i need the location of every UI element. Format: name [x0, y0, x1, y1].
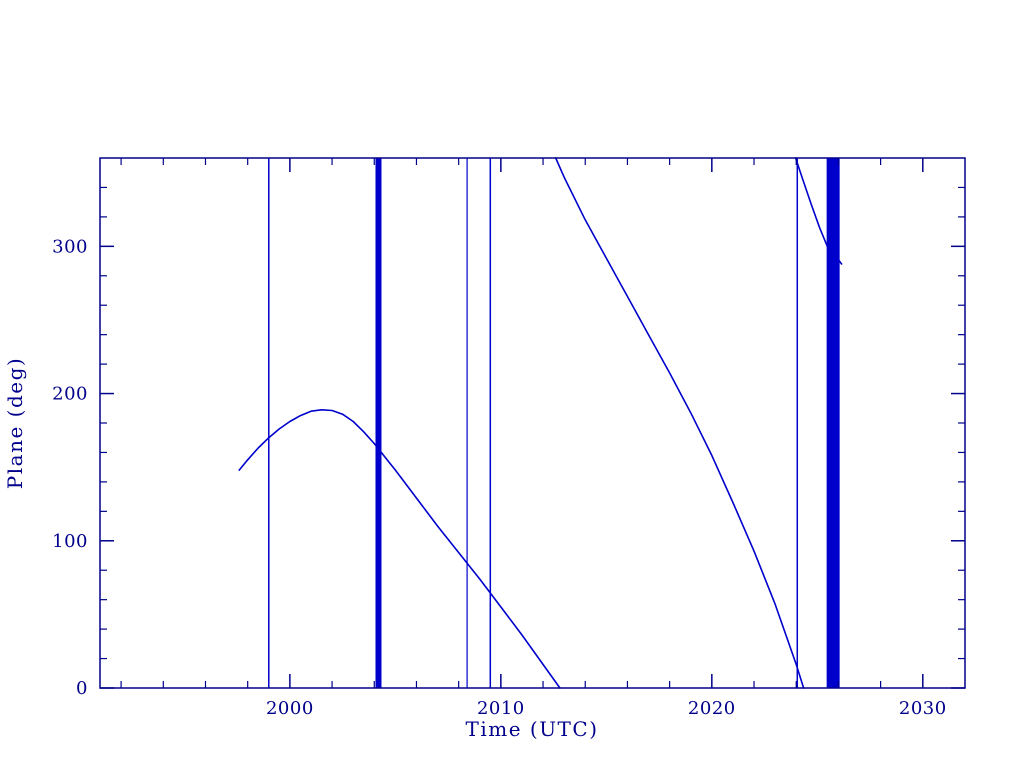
x-axis-label: Time (UTC) — [466, 717, 599, 741]
y-tick-label: 100 — [52, 531, 88, 552]
x-tick-label: 2030 — [899, 698, 947, 719]
x-tick-label: 2020 — [688, 698, 736, 719]
x-tick-label: 2000 — [266, 698, 314, 719]
plot-generated-layer: 2000 2010 2020 2030 0 100 200 300 — [52, 157, 966, 719]
y-tick-label: 200 — [52, 384, 88, 405]
plane-angle-descent-2012-2024-curve — [554, 157, 805, 689]
plane-angle-descent-2024-2026-curve — [794, 157, 843, 265]
y-tick-label: 0 — [76, 678, 88, 699]
plane-angle-arc-1998-2013-curve — [238, 408, 561, 689]
y-axis-label: Plane (deg) — [3, 357, 27, 489]
y-tick-label: 300 — [52, 236, 88, 257]
x-tick-label: 2010 — [477, 698, 525, 719]
